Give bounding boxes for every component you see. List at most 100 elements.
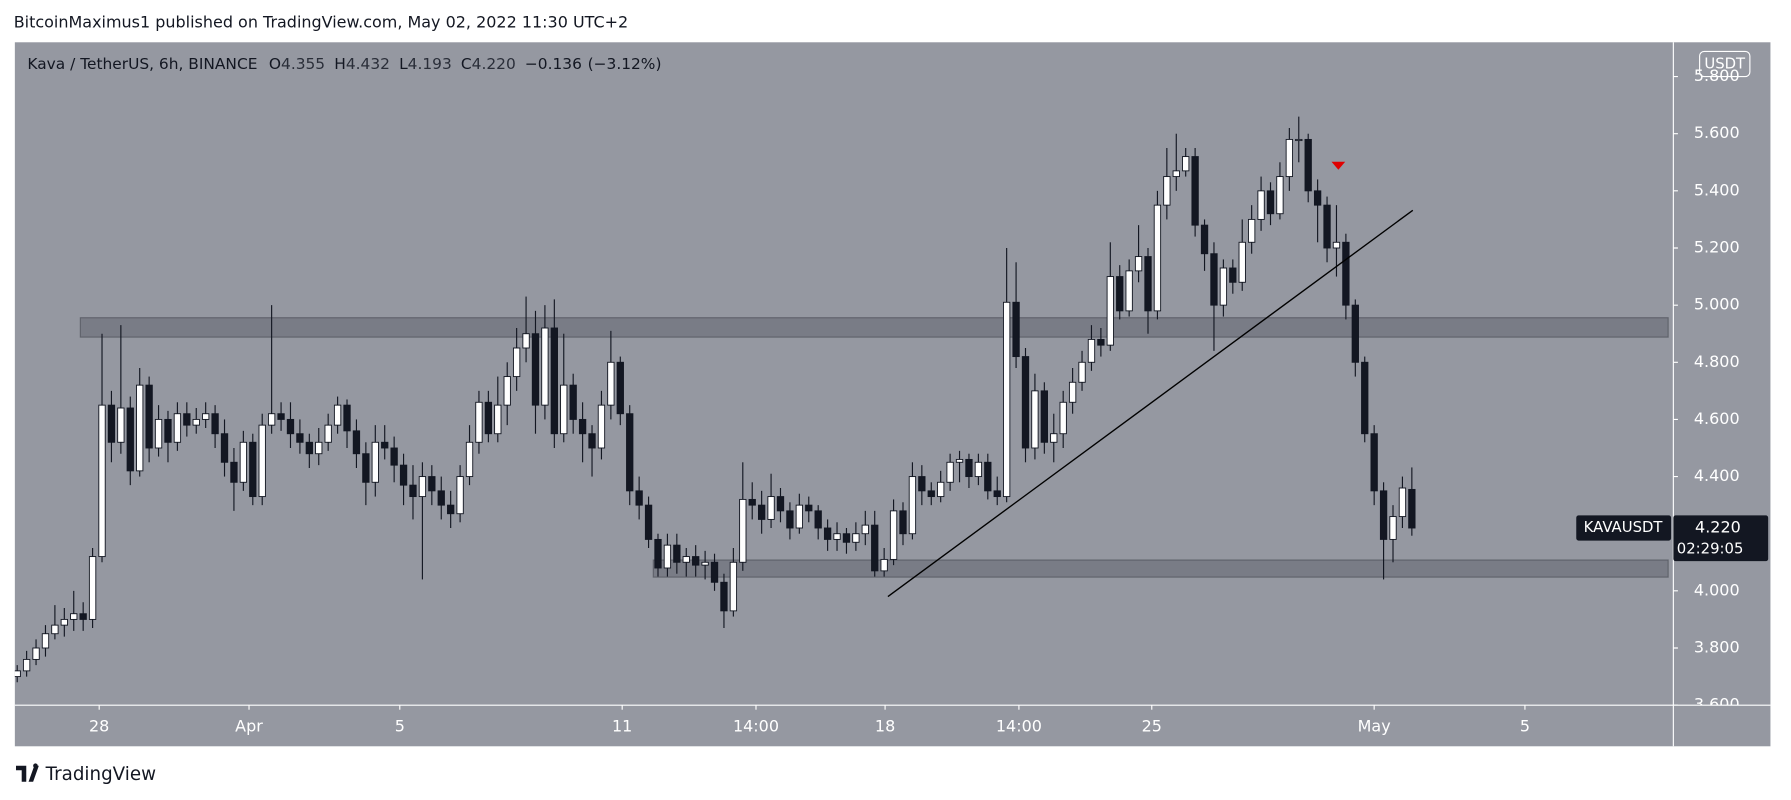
candle-body	[588, 433, 596, 449]
y-tick-label: 5.000	[1694, 295, 1740, 314]
candle-body	[889, 510, 898, 560]
candle-body	[974, 461, 983, 478]
candle-body	[757, 504, 766, 520]
chart-background	[14, 42, 1771, 747]
candle-body	[409, 484, 417, 498]
header: BitcoinMaximus1 published on TradingView…	[14, 12, 629, 31]
candle-body	[814, 510, 822, 529]
candle-body	[1408, 488, 1416, 529]
candle-body	[852, 533, 860, 543]
candle-body	[1163, 176, 1171, 206]
candle-body	[1002, 301, 1011, 498]
candle-body	[1332, 241, 1341, 249]
candle-body	[720, 581, 728, 612]
candle-body	[1031, 390, 1039, 449]
candle-body	[315, 441, 323, 455]
candle-body	[1361, 361, 1369, 435]
symbol-tag	[1576, 515, 1672, 541]
candle-body	[1370, 433, 1378, 492]
candle-body	[1398, 487, 1407, 518]
candle-body	[1059, 401, 1067, 435]
logo-icon	[15, 763, 39, 782]
change: −0.136	[525, 54, 582, 72]
candle-body	[333, 404, 342, 426]
candle-body	[512, 347, 521, 378]
candle-body	[918, 476, 926, 492]
candle-body	[447, 504, 455, 515]
x-tick-label: 5	[1520, 716, 1530, 735]
candle-body	[739, 498, 747, 563]
candle-body	[343, 404, 351, 432]
candle-body	[22, 658, 31, 672]
candle-body	[1087, 338, 1096, 363]
candle-body	[32, 647, 40, 660]
candle-body	[117, 407, 125, 443]
y-tick-label: 4.000	[1694, 580, 1740, 599]
y-tick-label: 5.600	[1694, 123, 1740, 142]
candle-body	[371, 441, 379, 483]
y-tick-label: 4.600	[1694, 409, 1740, 428]
y-tick-label: 4.400	[1694, 466, 1740, 485]
ohlc-value: 4.220	[472, 54, 516, 72]
candle-body	[644, 504, 653, 540]
candle-body	[1389, 516, 1397, 540]
candle-body	[1040, 390, 1049, 443]
candle-body	[908, 476, 917, 535]
candle-body	[560, 384, 568, 435]
candle-body	[663, 544, 672, 569]
candle-body	[136, 384, 144, 472]
footer-brand: TradingView	[45, 764, 156, 785]
ohlc-value: 4.432	[346, 54, 390, 72]
candle-body	[1304, 138, 1312, 192]
trendline	[887, 209, 1414, 598]
symbol: Kava / TetherUS, 6h, BINANCE	[27, 54, 257, 72]
candle-body	[211, 413, 219, 435]
candle-body	[1379, 490, 1388, 540]
candle-body	[569, 384, 577, 420]
candle-body	[871, 524, 879, 572]
candle-body	[70, 613, 78, 620]
candle-body	[107, 404, 116, 443]
x-tick-label: Apr	[235, 716, 263, 735]
candle-body	[823, 527, 832, 540]
candle-body	[286, 418, 295, 435]
candle-body	[164, 418, 172, 443]
candle-body	[937, 481, 945, 498]
candle-body	[428, 476, 436, 492]
candle-body	[249, 441, 257, 498]
time-axis: 28 Apr 5 11 14:00 18 14:00 25 May 5	[89, 705, 1530, 735]
candle-body	[1200, 224, 1209, 255]
candle-body	[550, 327, 558, 435]
candle-body	[748, 498, 756, 506]
candle-body	[362, 453, 370, 483]
x-tick-label: 14:00	[733, 716, 779, 735]
candle-body	[673, 544, 681, 563]
candle-body	[993, 490, 1001, 498]
candle-body	[202, 413, 210, 420]
x-tick-label: 14:00	[996, 716, 1042, 735]
price-tag-label: 4.220	[1695, 517, 1741, 536]
candle-body	[60, 618, 68, 626]
y-tick-label: 3.600	[1694, 695, 1740, 714]
candle-body	[51, 624, 59, 635]
candle-body	[1021, 356, 1030, 449]
candle-body	[465, 441, 474, 478]
currency-label: USDT	[1704, 55, 1746, 73]
candle-body	[635, 490, 643, 506]
candle-body	[475, 401, 483, 443]
x-tick-label: 5	[395, 716, 405, 735]
candle-body	[880, 558, 888, 572]
candle-body	[1097, 338, 1105, 346]
candle-body	[1266, 190, 1275, 215]
candle-body	[1276, 176, 1284, 215]
x-tick-label: 28	[89, 716, 109, 735]
candle-body	[1219, 267, 1228, 306]
candle-body	[1116, 276, 1124, 312]
candle-body	[79, 613, 87, 620]
candle-body	[267, 413, 276, 426]
candle-body	[145, 384, 153, 449]
plot-area	[14, 116, 1669, 683]
candle-body	[1323, 204, 1331, 249]
y-tick-label: 5.800	[1694, 66, 1740, 85]
